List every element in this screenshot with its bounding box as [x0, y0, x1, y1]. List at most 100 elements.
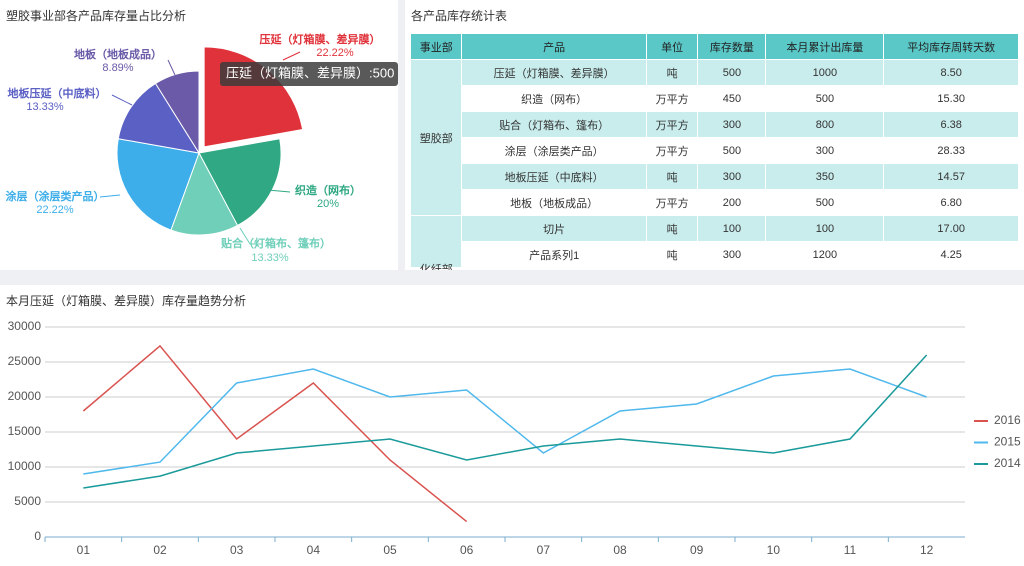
slice-label: 地板（地板成品） [74, 47, 162, 61]
table-cell: 300 [697, 111, 767, 138]
table-cell: 吨 [645, 163, 699, 190]
table-cell: 14.57 [883, 163, 1019, 190]
pie-slice [170, 151, 239, 236]
table-cell: 4.25 [883, 241, 1019, 268]
table-cell: 500 [765, 189, 885, 216]
table-cell: 28.33 [883, 137, 1019, 164]
y-tick-label: 30000 [8, 319, 42, 333]
table-cell: 1000 [765, 59, 885, 86]
table-cell: 吨 [645, 241, 699, 268]
leader-line [239, 227, 262, 245]
table-cell: 350 [765, 163, 885, 190]
table-cell: 地板压延（中底料） [461, 163, 647, 190]
table-row: 涂层（涂层类产品） 万平方 500 300 28.33 [411, 137, 1019, 164]
table-panel: 各产品库存统计表 事业部 产品 单位 库存数量 本月累计出库量 平均库存周转天数 塑胶部 压延… [405, 0, 1024, 270]
table-cell: 200 [697, 189, 767, 216]
group-name: 塑胶部 [419, 132, 453, 145]
table-cell: 8.50 [883, 59, 1019, 86]
slice-percent: 13.33% [26, 101, 64, 113]
slice-percent: 20% [317, 198, 339, 210]
line-panel: 本月压延（灯箱膜、差异膜）库存量趋势分析 0 5000 10000 15000 2000… [0, 285, 1024, 566]
x-tick-label: 01 [77, 543, 91, 557]
pie-slice [117, 82, 201, 154]
x-tick-label: 07 [537, 543, 551, 557]
table-row: 织造（网布） 万平方 450 500 15.30 [411, 85, 1019, 112]
header-cell: 单位 [645, 33, 699, 60]
x-tick-label: 04 [307, 543, 321, 557]
leader-line [282, 51, 301, 61]
pie-chart: 压延（灯箱膜、差异膜）22.22%织造（网布）20%贴合（灯箱布、篷布）13.3… [6, 32, 398, 264]
table-row: 贴合（灯箱布、篷布） 万平方 300 800 6.38 [411, 111, 1019, 138]
leader-line [267, 189, 291, 193]
table-cell: 压延（灯箱膜、差异膜） [461, 59, 647, 86]
slice-label: 地板压延（中底料） [8, 86, 107, 100]
tooltip-text: 压延（灯箱膜、差异膜）:500 [226, 65, 394, 80]
table-cell: 切片 [461, 215, 647, 242]
table-title: 各产品库存统计表 [411, 9, 508, 23]
series-line [83, 354, 928, 489]
group-cell: 塑胶部 [409, 59, 463, 216]
slice-label: 贴合（灯箱布、篷布） [220, 236, 331, 250]
slice-label: 织造（网布） [295, 183, 361, 197]
table-cell: 6.38 [883, 111, 1019, 138]
slice-percent: 22.22% [36, 204, 74, 216]
table-cell: 500 [697, 137, 767, 164]
table-cell: 1200 [765, 241, 885, 268]
table-cell: 300 [765, 137, 885, 164]
table-cell: 涂层（涂层类产品） [461, 137, 647, 164]
table-cell: 800 [765, 111, 885, 138]
table-row: 化纤部 切片吨 100 100 17.00 [409, 215, 1019, 270]
x-tick-label: 11 [844, 543, 857, 557]
table-cell: 产品系列1 [461, 241, 647, 268]
table-cell: 吨 [645, 215, 699, 242]
group-name: 化纤部 [419, 264, 453, 270]
y-tick-label: 25000 [8, 354, 42, 368]
x-tick-label: 02 [153, 543, 167, 557]
header-cell: 库存数量 [697, 33, 767, 60]
slice-label: 压延（灯箱膜、差异膜） [260, 32, 381, 46]
x-tick-label: 09 [690, 543, 704, 557]
slice-percent: 13.33% [251, 252, 289, 264]
y-tick-label: 10000 [8, 459, 42, 473]
tooltip-box [220, 62, 398, 86]
legend-label: 2015 [994, 435, 1021, 449]
x-tick-label: 03 [230, 543, 244, 557]
table-cell: 万平方 [645, 111, 699, 138]
table-cell: 500 [765, 85, 885, 112]
stock-table: 事业部 产品 单位 库存数量 本月累计出库量 平均库存周转天数 塑胶部 压延（灯箱膜、差异膜）… [409, 33, 1019, 270]
table-cell: 300 [697, 241, 767, 268]
table-cell: 万平方 [645, 137, 699, 164]
leader-line [99, 194, 121, 198]
pie-panel: 塑胶事业部各产品库存量占比分析 压延（灯箱膜、差异膜） 22.22% 织造（网布） 2… [0, 0, 398, 270]
table-cell: 300 [697, 163, 767, 190]
pie-slice [203, 46, 304, 148]
y-tick-label: 0 [34, 529, 41, 543]
table-cell: 织造（网布） [461, 85, 647, 112]
slice-percent: 8.89% [102, 62, 133, 74]
leader-line [167, 59, 176, 76]
pie-slice [116, 138, 200, 231]
slice-percent: 22.22% [316, 47, 354, 59]
table-row: 地板（地板成品） 万平方 200 500 6.80 [411, 189, 1019, 216]
x-tick-label: 12 [920, 543, 934, 557]
x-tick-label: 06 [460, 543, 474, 557]
series-line [82, 344, 468, 523]
y-tick-label: 5000 [14, 494, 41, 508]
table-cell: 450 [697, 85, 767, 112]
table-row: 塑胶部 压延（灯箱膜、差异膜）吨 500 1000 8.50 [409, 59, 1019, 216]
table-cell: 万平方 [645, 189, 699, 216]
table-cell: 100 [765, 215, 885, 242]
legend-label: 2016 [994, 413, 1021, 427]
y-tick-label: 15000 [8, 424, 42, 438]
table-row: 产品系列1 吨 300 1200 4.25 [411, 241, 1019, 268]
pie-title: 塑胶事业部各产品库存量占比分析 [6, 9, 187, 23]
header-cell: 事业部 [409, 33, 463, 60]
header-cell: 平均库存周转天数 [883, 33, 1019, 60]
group-cell: 化纤部 [409, 215, 463, 270]
table-cell: 100 [697, 215, 767, 242]
line-chart: 0 5000 10000 15000 20000 25000 30000 01 02 03 04 05… [8, 319, 1021, 557]
x-tick-label: 10 [767, 543, 781, 557]
series-line [83, 368, 927, 475]
x-tick-label: 08 [613, 543, 627, 557]
